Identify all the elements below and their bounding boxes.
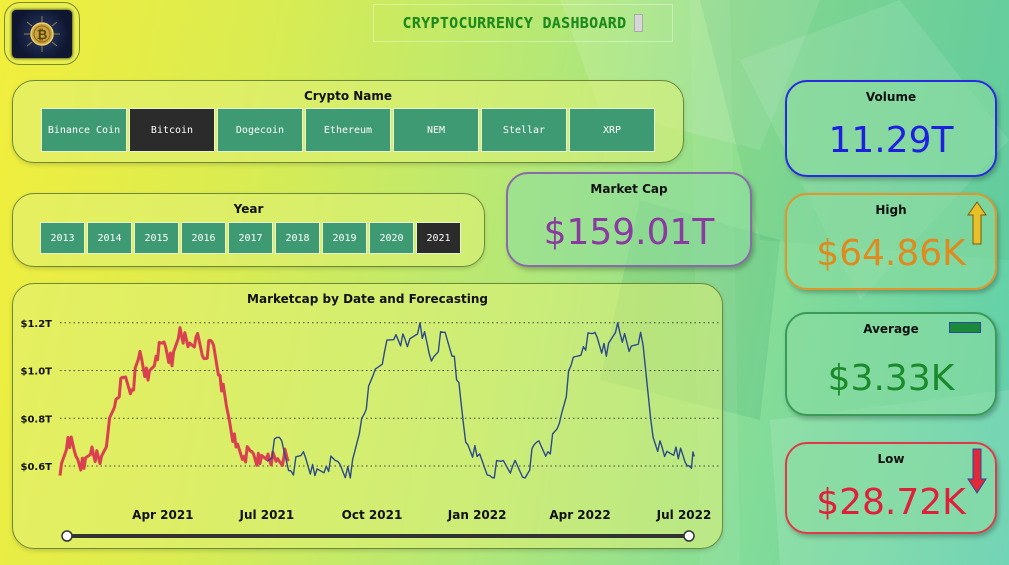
- high-label: High: [875, 203, 907, 217]
- y-tick-label: $0.8T: [21, 414, 53, 425]
- x-tick-label: Oct 2021: [342, 508, 403, 522]
- low-card: Low $28.72K: [785, 442, 997, 534]
- year-option-2019[interactable]: 2019: [322, 222, 367, 254]
- crypto-option-bitcoin[interactable]: Bitcoin: [129, 108, 215, 152]
- arrow-up-icon: [967, 201, 987, 245]
- y-tick-label: $0.6T: [21, 462, 53, 473]
- crypto-option-nem[interactable]: NEM: [393, 108, 479, 152]
- year-slicer: Year 2013 2014 2015 2016 2017 2018 2019 2020 202…: [12, 193, 485, 267]
- title-scroll-stub: [634, 14, 644, 32]
- year-option-2017[interactable]: 2017: [228, 222, 273, 254]
- date-range-start-handle[interactable]: [61, 530, 73, 542]
- y-tick-label: $1.2T: [21, 319, 53, 330]
- year-option-2013[interactable]: 2013: [40, 222, 85, 254]
- crypto-name-slicer: Crypto Name Binance Coin Bitcoin Dogecoin E…: [12, 80, 684, 163]
- year-option-2020[interactable]: 2020: [369, 222, 414, 254]
- crypto-options: Binance Coin Bitcoin Dogecoin Ethereum NEM St…: [41, 108, 655, 152]
- crypto-option-binance-coin[interactable]: Binance Coin: [41, 108, 127, 152]
- logo: ₿: [4, 2, 80, 65]
- x-tick-label: Jan 2022: [447, 508, 507, 522]
- year-options: 2013 2014 2015 2016 2017 2018 2019 2020 2021: [40, 222, 461, 254]
- crypto-option-xrp[interactable]: XRP: [569, 108, 655, 152]
- dashboard-title: CRYPTOCURRENCY DASHBOARD: [402, 14, 627, 32]
- average-value: $3.33K: [827, 358, 955, 399]
- y-tick-label: $1.0T: [21, 367, 53, 378]
- year-option-2018[interactable]: 2018: [275, 222, 320, 254]
- flat-bar-icon: [949, 322, 981, 333]
- x-tick-label: Apr 2021: [132, 508, 193, 522]
- x-tick-label: Jul 2022: [656, 508, 712, 522]
- year-label: Year: [233, 202, 264, 216]
- year-option-2014[interactable]: 2014: [87, 222, 132, 254]
- volume-value: 11.29T: [828, 120, 954, 161]
- actual-series-line: [58, 326, 290, 476]
- crypto-option-dogecoin[interactable]: Dogecoin: [217, 108, 303, 152]
- market-cap-label: Market Cap: [590, 182, 668, 196]
- arrow-down-icon: [967, 448, 987, 494]
- high-card: High $64.86K: [785, 193, 997, 290]
- date-range-end-handle[interactable]: [683, 530, 695, 542]
- bitcoin-icon: ₿: [24, 15, 60, 52]
- dashboard-title-box: CRYPTOCURRENCY DASHBOARD: [373, 4, 673, 42]
- year-option-2021[interactable]: 2021: [416, 222, 461, 254]
- x-tick-label: Apr 2022: [549, 508, 610, 522]
- market-cap-value: $159.01T: [543, 212, 715, 253]
- crypto-option-ethereum[interactable]: Ethereum: [305, 108, 391, 152]
- volume-card: Volume 11.29T: [785, 80, 997, 177]
- forecast-series-line: [266, 322, 695, 479]
- volume-label: Volume: [865, 90, 917, 104]
- svg-text:₿: ₿: [37, 28, 48, 43]
- marketcap-chart-panel: Marketcap by Date and Forecasting: [12, 283, 723, 549]
- x-tick-label: Jul 2021: [239, 508, 295, 522]
- low-label: Low: [877, 452, 905, 466]
- low-value: $28.72K: [816, 482, 966, 523]
- market-cap-card: Market Cap $159.01T: [506, 172, 752, 267]
- chart-title: Marketcap by Date and Forecasting: [247, 292, 488, 306]
- average-label: Average: [863, 322, 919, 336]
- high-value: $64.86K: [816, 233, 966, 274]
- crypto-name-label: Crypto Name: [303, 89, 393, 103]
- year-option-2016[interactable]: 2016: [181, 222, 226, 254]
- average-card: Average $3.33K: [785, 312, 997, 416]
- crypto-option-stellar[interactable]: Stellar: [481, 108, 567, 152]
- year-option-2015[interactable]: 2015: [134, 222, 179, 254]
